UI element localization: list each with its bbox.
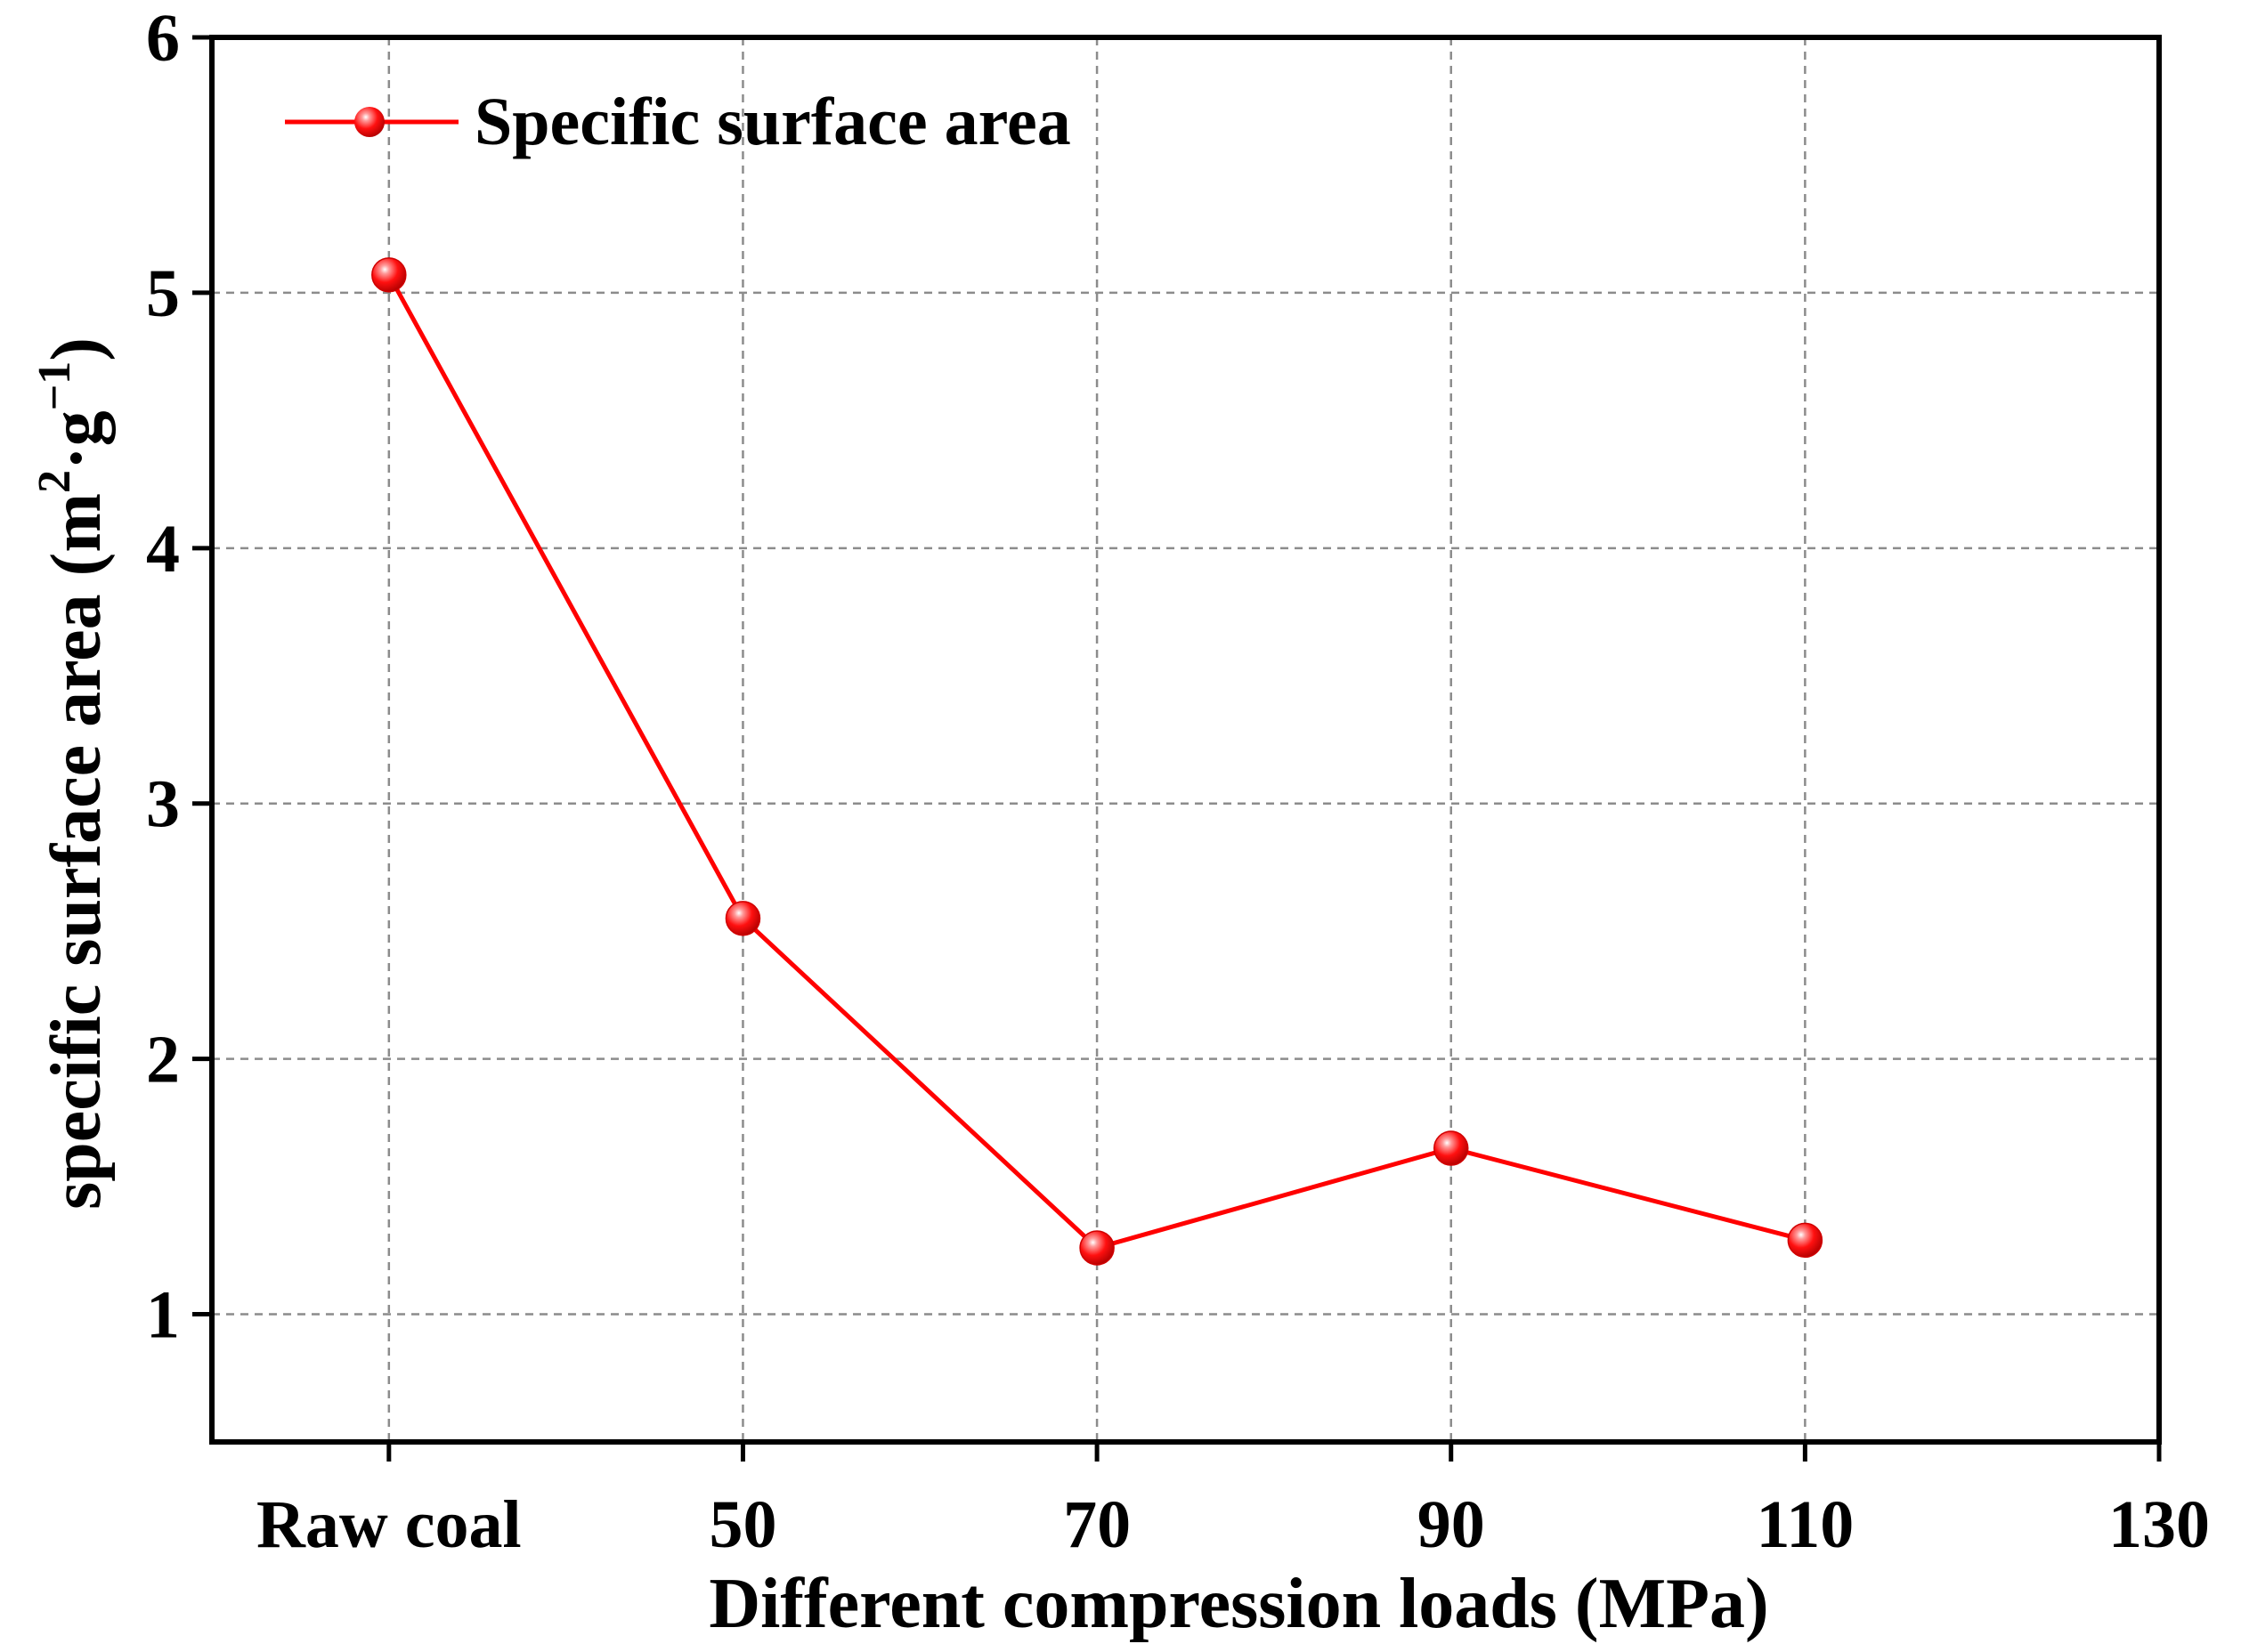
y-axis-title-sup1: 2 [29, 470, 80, 493]
y-tick-label: 3 [146, 767, 180, 842]
series-line [386, 273, 1806, 1251]
grid-lines [212, 37, 2159, 1442]
y-tick-label: 4 [146, 512, 180, 587]
legend-label: Specific surface area [475, 85, 1071, 159]
x-tick-label: 90 [1417, 1487, 1485, 1562]
y-axis-title: specific surface area (m2·g−1) [29, 337, 116, 1210]
legend: Specific surface area [285, 85, 1071, 159]
y-axis-title-sup2: −1 [29, 361, 80, 411]
data-point [1787, 1222, 1823, 1259]
x-tick-labels: Raw coal 50 70 90 110 130 [256, 1487, 2210, 1562]
y-axis-title-mid: ·g [37, 410, 116, 470]
x-tick-label: 110 [1756, 1487, 1854, 1562]
axis-ticks [192, 35, 2162, 1462]
x-tick-label: Raw coal [256, 1487, 522, 1562]
plot-frame [209, 35, 2162, 1445]
data-series [371, 257, 1823, 1266]
data-point [1433, 1130, 1469, 1166]
y-tick-label: 1 [146, 1278, 180, 1353]
y-axis-title-end: ) [37, 337, 116, 361]
data-point [1079, 1230, 1115, 1266]
y-tick-label: 5 [146, 256, 180, 331]
x-axis-title: Different compression loads (MPa) [709, 1565, 1768, 1643]
data-point [725, 901, 761, 936]
y-tick-label: 6 [146, 1, 180, 76]
legend-marker [354, 107, 385, 137]
x-tick-label: 50 [709, 1487, 776, 1562]
x-tick-label: 70 [1063, 1487, 1131, 1562]
y-tick-label: 2 [146, 1023, 180, 1097]
data-point [371, 257, 407, 293]
y-tick-labels: 1 2 3 4 5 6 [146, 1, 180, 1353]
y-axis-title-main: specific surface area (m [37, 493, 116, 1210]
x-tick-label: 130 [2108, 1487, 2210, 1562]
